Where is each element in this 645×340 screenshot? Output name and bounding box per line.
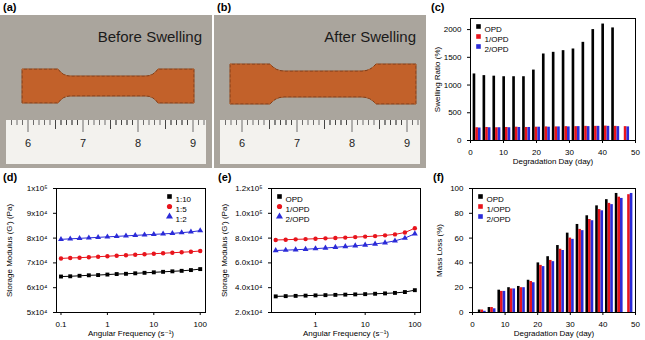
svg-text:Degradation Day (day): Degradation Day (day) bbox=[514, 329, 595, 338]
svg-text:1:5: 1:5 bbox=[176, 205, 188, 214]
svg-text:2000: 2000 bbox=[444, 25, 462, 34]
svg-text:Storage Modulus (G') (Pa): Storage Modulus (G') (Pa) bbox=[220, 204, 229, 297]
html-text:(a): (a) bbox=[3, 1, 17, 13]
svg-text:500: 500 bbox=[448, 108, 462, 117]
svg-text:Storage Modulus (G') (Pa): Storage Modulus (G') (Pa) bbox=[5, 204, 14, 297]
svg-text:100: 100 bbox=[450, 184, 464, 193]
svg-text:30: 30 bbox=[565, 148, 574, 158]
svg-text:40: 40 bbox=[455, 258, 464, 267]
svg-text:1500: 1500 bbox=[444, 53, 462, 62]
svg-text:10: 10 bbox=[499, 148, 508, 157]
svg-text:8: 8 bbox=[349, 137, 355, 149]
svg-text:OPD: OPD bbox=[487, 195, 505, 204]
svg-text:2.0x10⁴: 2.0x10⁴ bbox=[235, 308, 263, 317]
svg-text:OPD: OPD bbox=[485, 25, 503, 34]
svg-text:6.0x10⁴: 6.0x10⁴ bbox=[235, 258, 263, 267]
svg-text:7: 7 bbox=[80, 137, 86, 149]
svg-text:OPD: OPD bbox=[286, 195, 304, 204]
svg-text:20: 20 bbox=[532, 148, 541, 158]
svg-text:0: 0 bbox=[459, 308, 464, 317]
svg-text:6: 6 bbox=[239, 137, 245, 149]
svg-text:7: 7 bbox=[294, 137, 300, 149]
svg-text:2/OPD: 2/OPD bbox=[286, 215, 310, 224]
svg-text:1000: 1000 bbox=[444, 81, 462, 90]
svg-text:10: 10 bbox=[501, 320, 510, 329]
svg-text:5x10⁴: 5x10⁴ bbox=[27, 308, 48, 317]
svg-text:1x10⁵: 1x10⁵ bbox=[27, 184, 48, 193]
svg-text:20: 20 bbox=[455, 283, 464, 292]
svg-text:8x10⁴: 8x10⁴ bbox=[27, 234, 48, 243]
svg-text:4.0x10⁴: 4.0x10⁴ bbox=[235, 283, 263, 292]
svg-text:1/OPD: 1/OPD bbox=[485, 35, 509, 44]
svg-text:10: 10 bbox=[360, 320, 370, 330]
svg-text:Degradation Day (day): Degradation Day (day) bbox=[513, 157, 594, 166]
svg-text:After Swelling: After Swelling bbox=[324, 28, 416, 45]
svg-text:40: 40 bbox=[598, 148, 607, 157]
html-text:(f): (f) bbox=[433, 171, 444, 183]
html-text:(d): (d) bbox=[3, 171, 17, 183]
svg-text:Before Swelling: Before Swelling bbox=[98, 28, 202, 45]
svg-text:1: 1 bbox=[313, 320, 318, 330]
svg-text:9x10⁴: 9x10⁴ bbox=[27, 209, 48, 218]
svg-text:8.0x10⁴: 8.0x10⁴ bbox=[235, 234, 263, 243]
svg-text:40: 40 bbox=[598, 320, 607, 329]
html-text:(e): (e) bbox=[218, 171, 232, 183]
svg-text:100: 100 bbox=[408, 320, 422, 329]
svg-text:1.2x10⁵: 1.2x10⁵ bbox=[235, 184, 262, 193]
svg-text:20: 20 bbox=[533, 320, 543, 330]
svg-text:1/OPD: 1/OPD bbox=[286, 205, 310, 214]
svg-text:0: 0 bbox=[457, 136, 462, 145]
svg-text:50: 50 bbox=[631, 320, 640, 329]
svg-text:8: 8 bbox=[135, 137, 141, 149]
svg-text:6: 6 bbox=[25, 137, 31, 149]
svg-text:1: 1 bbox=[105, 320, 110, 330]
svg-text:2/OPD: 2/OPD bbox=[485, 45, 509, 54]
svg-text:Mass Loss (%): Mass Loss (%) bbox=[435, 224, 444, 277]
svg-text:Angular Frequency (s⁻¹): Angular Frequency (s⁻¹) bbox=[88, 329, 174, 338]
html-text:(c): (c) bbox=[431, 1, 445, 13]
svg-text:0: 0 bbox=[470, 320, 475, 329]
html-text:(b): (b) bbox=[217, 1, 231, 13]
svg-text:7x10⁴: 7x10⁴ bbox=[27, 258, 48, 267]
svg-text:80: 80 bbox=[455, 209, 464, 218]
svg-text:Angular Frequency (s⁻¹): Angular Frequency (s⁻¹) bbox=[303, 329, 389, 338]
svg-text:9: 9 bbox=[190, 137, 196, 149]
svg-text:1.0x10⁵: 1.0x10⁵ bbox=[235, 209, 262, 218]
svg-text:1/OPD: 1/OPD bbox=[487, 205, 511, 214]
svg-text:50: 50 bbox=[631, 148, 640, 157]
svg-text:0: 0 bbox=[468, 148, 473, 157]
svg-text:1:10: 1:10 bbox=[176, 195, 192, 204]
svg-text:60: 60 bbox=[455, 234, 464, 243]
svg-text:30: 30 bbox=[565, 320, 575, 330]
svg-text:0.1: 0.1 bbox=[55, 320, 67, 329]
svg-text:Swelling Ratio (%): Swelling Ratio (%) bbox=[433, 46, 442, 112]
svg-text:1:2: 1:2 bbox=[176, 215, 188, 224]
svg-text:6x10⁴: 6x10⁴ bbox=[27, 283, 48, 292]
svg-text:9: 9 bbox=[404, 137, 410, 149]
svg-text:2/OPD: 2/OPD bbox=[487, 215, 511, 224]
svg-text:100: 100 bbox=[194, 320, 208, 329]
svg-text:10: 10 bbox=[149, 320, 159, 330]
